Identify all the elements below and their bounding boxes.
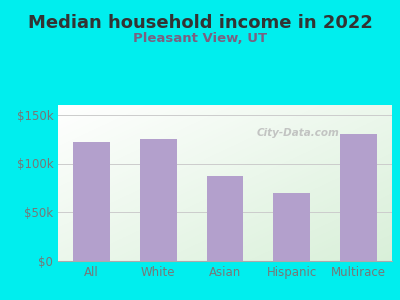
- Bar: [140, 139, 176, 261]
- Bar: [340, 134, 377, 261]
- Text: Median household income in 2022: Median household income in 2022: [28, 14, 372, 32]
- Bar: [207, 176, 243, 261]
- Text: City-Data.com: City-Data.com: [257, 128, 340, 138]
- Bar: [73, 142, 110, 261]
- Text: Pleasant View, UT: Pleasant View, UT: [133, 32, 267, 44]
- Bar: [274, 193, 310, 261]
